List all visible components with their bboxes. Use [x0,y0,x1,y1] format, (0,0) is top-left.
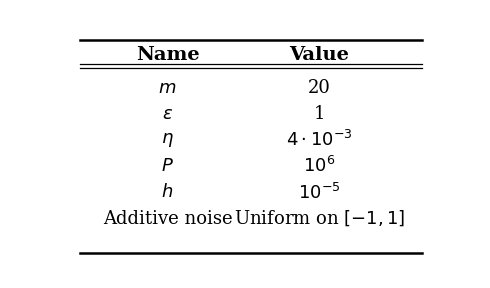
Text: $m$: $m$ [158,79,177,97]
Text: Value: Value [290,46,349,64]
Text: $\eta$: $\eta$ [161,131,174,149]
Text: Uniform on $[-1, 1]$: Uniform on $[-1, 1]$ [234,209,405,228]
Text: 1: 1 [314,105,325,123]
Text: Name: Name [136,46,199,64]
Text: $10^{6}$: $10^{6}$ [303,156,336,176]
Text: $10^{-5}$: $10^{-5}$ [298,182,341,202]
Text: $4 \cdot 10^{-3}$: $4 \cdot 10^{-3}$ [286,130,353,150]
Text: 20: 20 [308,79,331,97]
Text: $\varepsilon$: $\varepsilon$ [162,105,173,123]
Text: $h$: $h$ [162,183,173,201]
Text: $P$: $P$ [161,157,174,175]
Text: Additive noise: Additive noise [103,210,232,228]
